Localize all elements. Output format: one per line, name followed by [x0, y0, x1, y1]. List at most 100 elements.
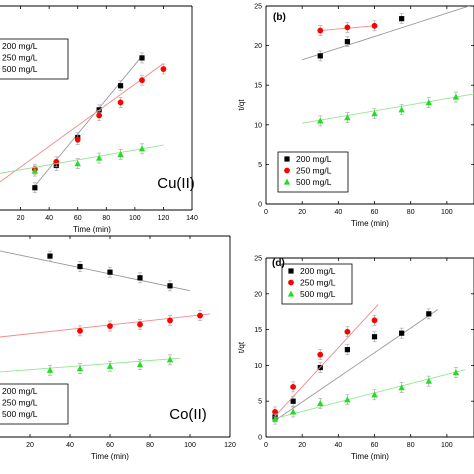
data-point	[76, 365, 84, 372]
data-point	[271, 415, 279, 422]
y-axis-label: t/qt	[237, 99, 246, 111]
data-point	[344, 39, 350, 45]
fit-line	[0, 357, 181, 373]
legend-marker	[288, 268, 294, 274]
data-point	[344, 114, 351, 121]
y-tick-label: 10	[254, 363, 262, 370]
legend-box	[277, 151, 349, 193]
legend-marker	[284, 167, 290, 174]
y-tick-label: 25	[254, 4, 262, 11]
data-point	[398, 106, 405, 113]
legend-label: 500 mg/L	[300, 289, 336, 299]
x-tick-label: 100	[441, 209, 453, 216]
data-point	[117, 83, 124, 89]
data-point	[290, 383, 297, 390]
legend-label: 200 mg/L	[300, 266, 336, 276]
data-point	[344, 328, 351, 335]
fit-line	[0, 144, 164, 174]
data-point	[371, 391, 378, 398]
legend-label: 500 mg/L	[2, 409, 38, 419]
data-point	[160, 66, 167, 72]
x-tick-label: 20	[298, 442, 306, 449]
data-layer	[0, 52, 167, 194]
data-point	[371, 22, 378, 29]
data-point	[371, 334, 378, 340]
data-point	[317, 399, 324, 406]
data-point	[317, 53, 323, 59]
data-point	[272, 409, 278, 415]
data-point	[107, 269, 113, 275]
data-point	[137, 321, 143, 328]
legend-marker	[287, 290, 295, 297]
data-point	[74, 136, 81, 143]
data-point	[371, 110, 378, 117]
data-point	[167, 317, 173, 324]
x-tick-label: 40	[334, 209, 342, 216]
data-point	[425, 99, 432, 106]
data-point	[426, 311, 432, 317]
x-axis-label: Time (min)	[73, 225, 111, 234]
legend-label: 250 mg/L	[2, 398, 38, 408]
legend-label: 500 mg/L	[296, 177, 332, 187]
y-axis-label: t/qt	[237, 341, 246, 353]
data-layer	[302, 6, 474, 127]
data-point	[167, 283, 173, 289]
x-tick-label: 40	[334, 442, 342, 449]
panel-b: 0 20 40 60 80 100 0 5 10 15 20 25 Time (min) t/qt 200 …	[237, 4, 474, 228]
data-point	[31, 167, 39, 174]
x-tick-label: 60	[106, 442, 114, 449]
x-tick-label: 40	[66, 442, 74, 449]
x-tick-label: 80	[407, 209, 415, 216]
panel-d: 0 20 40 60 80 100 0 5 10 15 20 25 Time (min) t/qt 200 …	[237, 256, 474, 461]
data-point	[452, 369, 460, 376]
y-tick-label: 20	[254, 291, 262, 298]
x-tick-label: 0	[264, 209, 268, 216]
x-tick-label: 0	[264, 442, 268, 449]
ion-label: Cu(II)	[157, 175, 195, 192]
legend-label: 200 mg/L	[2, 41, 38, 51]
x-tick-label: 60	[371, 442, 379, 449]
x-tick-label: 100	[441, 442, 453, 449]
data-layer	[0, 250, 211, 376]
x-tick-label: 140	[186, 215, 198, 222]
data-point	[425, 377, 432, 384]
legend-label: 250 mg/L	[2, 53, 38, 63]
y-tick-label: 5	[258, 162, 262, 169]
data-point	[74, 160, 81, 167]
x-axis-label: Time (min)	[91, 452, 129, 461]
legend-marker	[288, 279, 294, 286]
x-tick-label: 60	[371, 209, 379, 216]
legend-label: 200 mg/L	[296, 154, 332, 164]
legend-box	[281, 263, 353, 305]
x-axis-label: Time (min)	[351, 219, 389, 228]
x-tick-label: 20	[26, 442, 34, 449]
data-point	[289, 408, 297, 415]
data-point	[317, 27, 324, 34]
legend-box	[0, 38, 69, 80]
panel-a: 20 40 60 80 100 120 140 Time (min) 200 mg/L 250 m…	[0, 5, 198, 234]
y-tick-label: 0	[258, 202, 262, 209]
fit-line	[274, 304, 379, 417]
data-point	[452, 93, 460, 100]
legend-label: 250 mg/L	[296, 166, 332, 176]
legend-label: 500 mg/L	[2, 64, 38, 74]
y-tick-label: 15	[254, 83, 262, 90]
data-point	[371, 317, 378, 324]
fit-line	[274, 369, 466, 419]
y-tick-label: 0	[258, 435, 262, 442]
data-point	[117, 150, 124, 157]
y-tick-label: 10	[254, 122, 262, 129]
data-point	[398, 384, 405, 391]
fit-line	[302, 93, 474, 124]
data-point	[166, 356, 174, 363]
data-point	[46, 366, 54, 373]
data-point	[138, 145, 146, 152]
data-point	[197, 312, 203, 319]
x-tick-label: 120	[224, 442, 236, 449]
panel-label: (d)	[272, 258, 285, 269]
x-tick-label: 80	[146, 442, 154, 449]
